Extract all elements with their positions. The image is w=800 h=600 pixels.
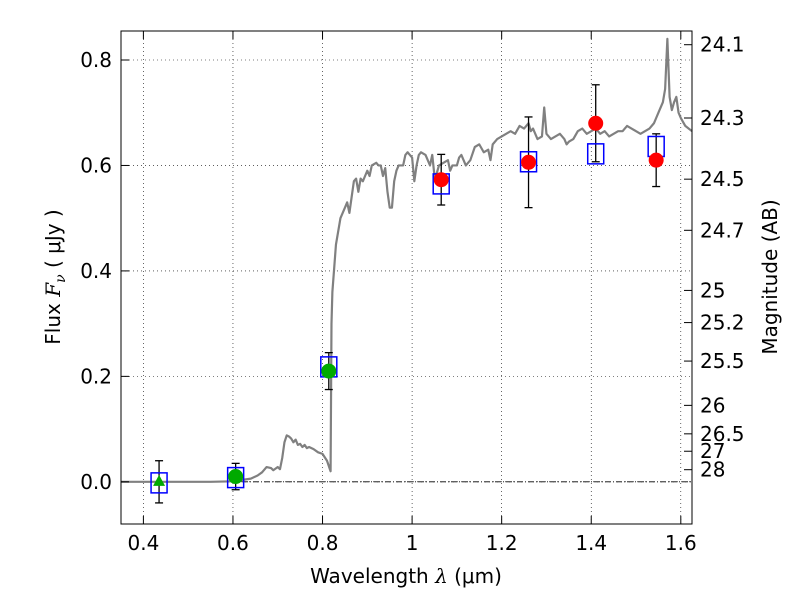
y2-axis-label: Magnitude (AB) [758,199,782,354]
model-spectrum-line [121,37,693,483]
observed-photometry [153,115,664,486]
magnitude-tick-label: 24.1 [700,33,745,57]
magnitude-tick-label: 27 [700,439,725,463]
observed-point [588,115,604,131]
x-tick-label: 1.2 [486,531,518,555]
y-tick-label: 0.6 [80,153,112,177]
magnitude-tick-label: 24.7 [700,218,745,242]
x-tick-labels: 0.4 0.6 0.8 1 1.2 1.4 1.6 [127,531,696,555]
observed-point [321,363,337,379]
y-tick-label: 0.2 [80,364,112,388]
grid-lines [121,31,692,524]
model-photometry-square [519,151,538,173]
magnitude-tick-label: 24.5 [700,167,745,191]
x-axis-label: Wavelength λ (μm) [310,564,502,588]
magnitude-tick-label: 28 [700,458,725,482]
magnitude-tick-label: 26.5 [700,422,745,446]
observed-point [433,172,449,188]
observed-point [648,152,664,168]
model-photometry-square [586,143,605,165]
x-tick-label: 1.6 [665,531,697,555]
y-axis-label: Flux Fν ( μJy ) [41,209,69,344]
magnitude-tick-label: 26 [700,393,725,417]
error-bars [155,84,661,504]
magnitude-tick-label: 24.3 [700,106,745,130]
observed-point [521,154,537,170]
y-tick-label: 0.0 [80,470,112,494]
x-tick-label: 1.4 [575,531,607,555]
observed-point-triangle [153,474,166,486]
plot-frame [120,30,693,525]
x-tick-label: 1 [406,531,419,555]
x-tick-label: 0.4 [127,531,159,555]
magnitude-tick-label: 25.2 [700,311,745,335]
model-photometry-square [226,466,245,489]
x-tick-label: 0.6 [217,531,249,555]
model-photometry [150,135,665,494]
model-photometry-square [150,472,168,494]
observed-point [228,469,244,485]
x-tick-label: 0.8 [307,531,339,555]
y-tick-labels: 0.0 0.2 0.4 0.6 0.8 [80,48,112,494]
model-spectrum [121,37,693,483]
axis-ticks [121,31,692,524]
magnitude-tick-label: 25 [700,278,725,302]
y-tick-label: 0.4 [80,259,112,283]
magnitude-tick-label: 25.5 [700,349,745,373]
y-tick-label: 0.8 [80,48,112,72]
